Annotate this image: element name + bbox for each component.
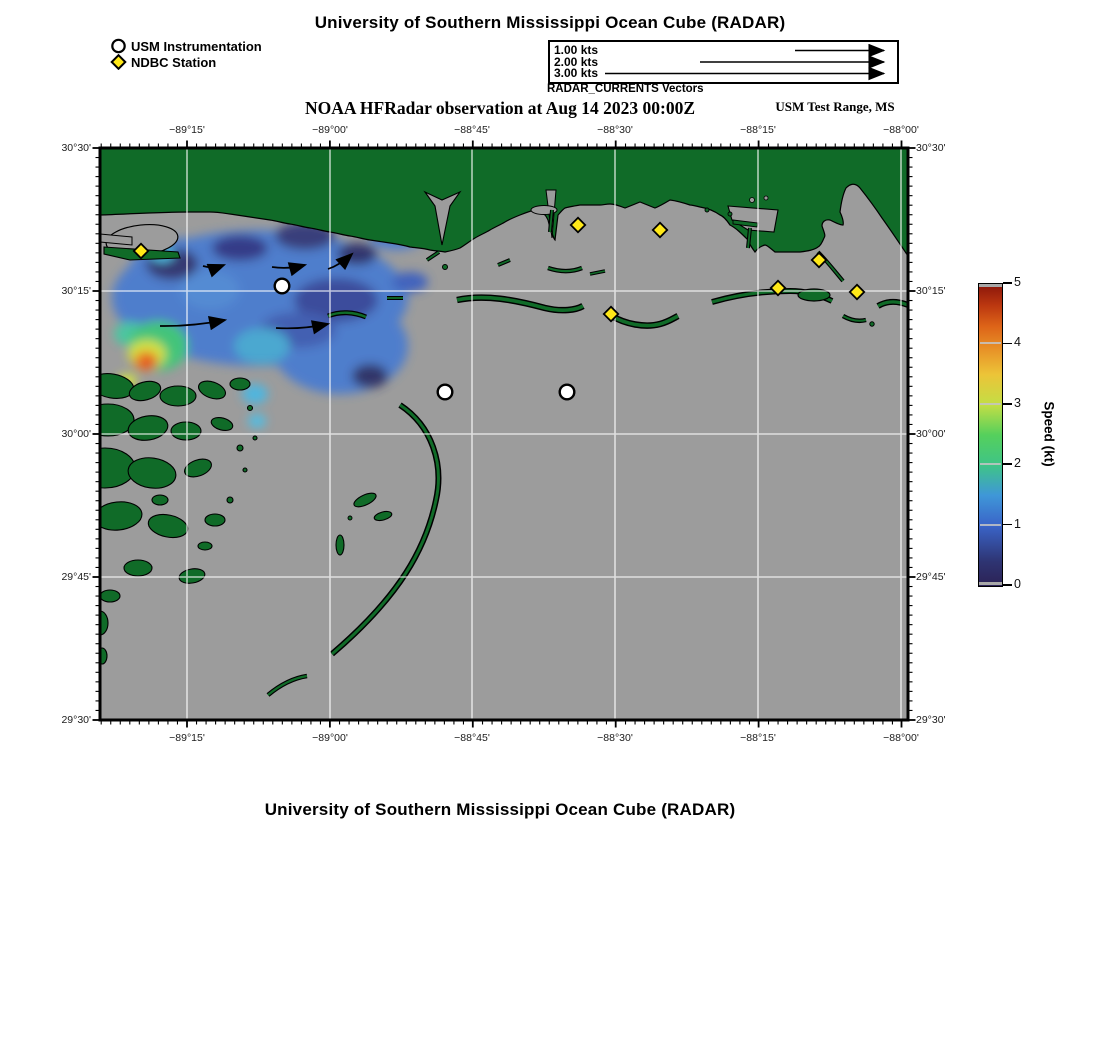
colorbar-tick-label: 1 xyxy=(1014,516,1021,531)
current-vector-arrow xyxy=(275,320,331,335)
barrier-islands xyxy=(327,207,908,329)
station-markers xyxy=(132,216,866,401)
colorbar xyxy=(978,283,1003,587)
colorbar-internal-line xyxy=(980,463,1001,466)
chandeleur-islands xyxy=(266,402,442,697)
y-axis-label-right: 29°45' xyxy=(916,571,946,583)
colorbar-top-cap xyxy=(979,284,1002,287)
legend-usm-label: USM Instrumentation xyxy=(131,38,262,54)
y-axis-label-left: 30°30' xyxy=(61,142,91,154)
current-vector-arrow xyxy=(271,262,308,277)
ndbc-station-marker xyxy=(569,216,587,234)
colorbar-internal-line xyxy=(980,523,1001,526)
observation-title: NOAA HFRadar observation at Aug 14 2023 … xyxy=(304,98,696,118)
y-axis-label-left: 30°15' xyxy=(61,285,91,297)
ndbc-station-marker xyxy=(132,242,150,260)
current-vector-arrow xyxy=(327,252,354,271)
colorbar-tick-mark xyxy=(1003,403,1012,405)
x-axis-label-bottom: −88°45' xyxy=(454,732,490,744)
ndbc-station-marker xyxy=(651,221,669,239)
usm-instrumentation-marker xyxy=(436,383,454,401)
legend-usm-row: USM Instrumentation xyxy=(110,38,262,54)
x-axis-label-top: −89°00' xyxy=(312,124,348,136)
x-axis-label-top: −88°30' xyxy=(597,124,633,136)
figure-title-bottom: University of Southern Mississippi Ocean… xyxy=(264,800,736,819)
map-frame xyxy=(98,146,910,722)
x-axis-label-bottom: −88°30' xyxy=(597,732,633,744)
colorbar-tick-label: 5 xyxy=(1014,275,1021,289)
usm-instrumentation-icon xyxy=(111,38,126,54)
colorbar-tick-label: 4 xyxy=(1014,335,1021,350)
vector-scale-label-3: 3.00 kts xyxy=(554,66,599,80)
colorbar-internal-line xyxy=(980,342,1001,345)
colorbar-tick-mark xyxy=(1003,584,1012,586)
region-label: USM Test Range, MS xyxy=(775,99,895,114)
y-axis-label-left: 30°00' xyxy=(61,428,91,440)
vector-scale-label-2: 2.00 kts xyxy=(554,54,599,69)
ndbc-station-marker xyxy=(810,251,828,269)
colorbar-bottom-cap xyxy=(979,582,1002,585)
x-axis-label-top: −88°45' xyxy=(454,124,490,136)
x-axis-label-bottom: −88°15' xyxy=(740,732,776,744)
x-axis-label-top: −88°00' xyxy=(883,124,919,136)
colorbar-tick-label: 0 xyxy=(1014,577,1021,591)
vector-scale-label-1: 1.00 kts xyxy=(554,43,599,57)
colorbar-tick-mark xyxy=(1003,523,1012,526)
current-vector-arrow xyxy=(202,263,227,278)
x-axis-label-bottom: −88°00' xyxy=(883,732,919,744)
x-axis-label-bottom: −89°15' xyxy=(169,732,205,744)
y-axis-label-right: 30°15' xyxy=(916,285,946,297)
vector-scale-box: 1.00 kts 2.00 kts 3.00 kts xyxy=(548,40,899,84)
legend-ndbc-label: NDBC Station xyxy=(131,54,217,70)
colorbar-tick-mark xyxy=(1003,463,1012,465)
vector-scale-arrows xyxy=(605,43,886,81)
y-axis-label-right: 30°30' xyxy=(916,142,946,154)
colorbar-internal-line xyxy=(980,402,1001,405)
usm-instrumentation-marker xyxy=(273,277,291,295)
colorbar-tick-mark xyxy=(1003,282,1012,284)
ndbc-station-icon xyxy=(110,54,127,70)
radar-speed-field xyxy=(112,222,428,428)
y-axis-label-left: 29°45' xyxy=(61,571,91,583)
figure-title-top: University of Southern Mississippi Ocean… xyxy=(314,13,786,32)
bays xyxy=(100,189,779,261)
usm-instrumentation-marker xyxy=(558,383,576,401)
colorbar-tick-mark xyxy=(1003,342,1012,345)
legend-ndbc-row: NDBC Station xyxy=(110,54,216,70)
y-axis-label-right: 29°30' xyxy=(916,714,946,726)
colorbar-tick-label: 3 xyxy=(1014,395,1021,410)
x-axis-label-top: −89°15' xyxy=(169,124,205,136)
ndbc-station-marker xyxy=(848,283,866,301)
x-axis-label-top: −88°15' xyxy=(740,124,776,136)
graticule xyxy=(100,148,908,720)
colorbar-tick-label: 2 xyxy=(1014,456,1021,471)
current-vectors xyxy=(159,252,354,335)
colorbar-title: Speed (kt) xyxy=(1041,401,1057,467)
map-plot xyxy=(92,140,916,728)
vector-scale-caption: RADAR_CURRENTS Vectors xyxy=(547,83,704,95)
ndbc-station-marker xyxy=(769,279,787,297)
x-axis-label-bottom: −89°00' xyxy=(312,732,348,744)
ndbc-station-marker xyxy=(602,305,620,323)
y-axis-label-left: 29°30' xyxy=(61,714,91,726)
y-axis-label-right: 30°00' xyxy=(916,428,946,440)
current-vector-arrow xyxy=(159,316,228,331)
